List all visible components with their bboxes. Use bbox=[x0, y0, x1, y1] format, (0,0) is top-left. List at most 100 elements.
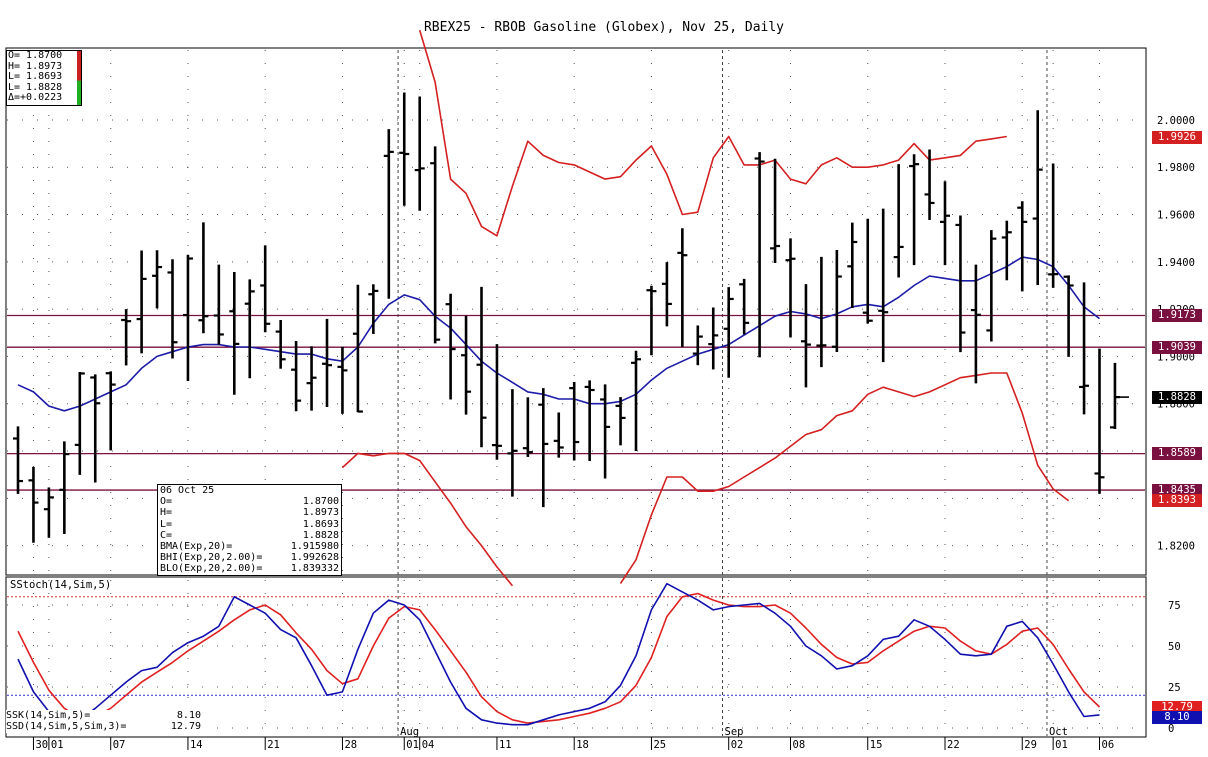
ohlc-bar bbox=[476, 286, 487, 448]
price-tick-label: 1.9600 bbox=[1157, 210, 1195, 222]
value-tag: 1.8435 bbox=[1152, 483, 1202, 497]
date-tick-label: 25 bbox=[653, 739, 666, 751]
ohlc-bar bbox=[105, 371, 116, 451]
reference-lines bbox=[7, 314, 1145, 491]
ssd-line bbox=[17, 592, 1101, 724]
ssd-readout: SSD(14,Sim,5,Sim,3)= 12.79 bbox=[6, 721, 201, 732]
date-tick-label: 04 bbox=[422, 739, 435, 751]
price-tick-label: 2.0000 bbox=[1157, 115, 1195, 127]
ohlc-bar bbox=[754, 152, 765, 358]
ohlc-bar bbox=[538, 388, 549, 508]
date-tick-label: 21 bbox=[267, 739, 280, 751]
value-tag: 1.8589 bbox=[1152, 447, 1202, 461]
ohlc-bar bbox=[770, 158, 781, 264]
ohlc-bar bbox=[291, 341, 302, 412]
ohlc-bar bbox=[136, 250, 147, 354]
ohlc-bar bbox=[182, 254, 193, 382]
ohlc-bar bbox=[260, 245, 271, 333]
date-tick-label: 11 bbox=[499, 739, 512, 751]
ohlc-bar bbox=[986, 230, 997, 342]
ohlc-bar bbox=[631, 350, 641, 452]
ohlc-bar bbox=[677, 228, 688, 347]
date-tick-label: 29 bbox=[1024, 739, 1037, 751]
value-tag: 1.9926 bbox=[1152, 130, 1202, 144]
ohlc-bar bbox=[28, 466, 39, 543]
ohlc-bar bbox=[893, 164, 904, 278]
ohlc-bar bbox=[59, 441, 70, 535]
ohlc-bar bbox=[831, 250, 842, 352]
lower-band-line bbox=[341, 452, 514, 587]
stoch-tick-label: 25 bbox=[1168, 682, 1181, 694]
ohlc-bar bbox=[399, 92, 410, 206]
chart-title: RBEX25 - RBOB Gasoline (Globex), Nov 25,… bbox=[424, 20, 784, 35]
price-tick-label: 1.9000 bbox=[1157, 351, 1195, 363]
ohlc-bar bbox=[507, 389, 518, 497]
ohlc-bar bbox=[90, 374, 101, 483]
stoch-tick-label: 0 bbox=[1168, 723, 1174, 735]
ohlc-bar bbox=[1048, 163, 1059, 288]
ohlc-bar bbox=[862, 218, 873, 324]
ohlc-bar bbox=[1001, 220, 1012, 281]
ohlc-bar bbox=[847, 222, 858, 308]
ohlc-bar bbox=[909, 154, 920, 266]
ohlc-bar bbox=[445, 293, 456, 400]
date-tick-label: 08 bbox=[793, 739, 806, 751]
ohlc-bar bbox=[1063, 275, 1074, 357]
date-tick-label: 07 bbox=[113, 739, 126, 751]
ssk-readout: SSK(14,Sim,5)= 8.10 bbox=[6, 710, 201, 721]
ohlc-bar bbox=[646, 285, 657, 356]
ohlc-bar bbox=[955, 215, 966, 353]
ohlc-bar bbox=[692, 325, 703, 366]
ohlc-high: H= 1.8973 bbox=[8, 60, 63, 72]
ohlc-bar bbox=[1079, 282, 1090, 415]
ohlc-bar bbox=[275, 320, 286, 369]
ohlc-bar bbox=[244, 279, 255, 379]
data-window-date: 06 Oct 25 bbox=[160, 485, 215, 496]
ohlc-bar bbox=[522, 397, 533, 457]
ohlc-bar bbox=[816, 256, 827, 368]
value-tag: 8.10 bbox=[1152, 710, 1202, 724]
price-panel-frame bbox=[5, 47, 1147, 576]
ohlc-bar bbox=[383, 129, 394, 299]
date-tick-label: 01 bbox=[51, 739, 64, 751]
date-tick-label: 01 bbox=[406, 739, 419, 751]
date-tick-label: 28 bbox=[344, 739, 357, 751]
ohlc-bar bbox=[708, 307, 719, 370]
ohlc-bar bbox=[924, 149, 935, 220]
month-label: Aug bbox=[400, 726, 419, 738]
ohlc-bar bbox=[723, 287, 734, 378]
ohlc-bar bbox=[1094, 348, 1105, 494]
ohlc-bar bbox=[121, 309, 132, 366]
ohlc-bar bbox=[352, 284, 363, 413]
ohlc-bar bbox=[322, 318, 332, 408]
ohlc-bar bbox=[213, 264, 224, 345]
ohlc-bar bbox=[414, 96, 425, 211]
ohlc-bar bbox=[43, 487, 54, 538]
ohlc-bar bbox=[600, 384, 611, 479]
ohlc-change: Δ=+0.0223 bbox=[8, 92, 63, 104]
stoch-tick-label: 75 bbox=[1168, 600, 1181, 612]
month-label: Sep bbox=[725, 726, 744, 738]
ohlc-bar bbox=[878, 208, 889, 363]
stochastic-panel: 0 25 50 75 bbox=[7, 582, 1181, 735]
data-window-row: O= 1.8700 bbox=[160, 496, 339, 508]
ohlc-bar bbox=[569, 381, 580, 461]
value-tag: 1.9039 bbox=[1152, 340, 1202, 354]
data-window-row: H= 1.8973 bbox=[160, 507, 339, 519]
value-tag: 1.8393 bbox=[1152, 493, 1202, 507]
ohlc-bar bbox=[198, 222, 209, 334]
ohlc-color-strip bbox=[77, 51, 81, 105]
stoch-title: SStoch(14,Sim,5) bbox=[10, 579, 111, 591]
data-window-row: BMA(Exp,20)= 1.915980 bbox=[160, 540, 339, 552]
date-tick-label: 15 bbox=[870, 739, 883, 751]
date-tick-label: 02 bbox=[731, 739, 744, 751]
ohlc-bar bbox=[74, 372, 85, 475]
month-label: Oct bbox=[1049, 726, 1068, 738]
ohlc-bar bbox=[940, 181, 950, 266]
bollinger-bands bbox=[17, 29, 1100, 587]
data-window-row: BHI(Exp,20,2.00)= 1.992628 bbox=[160, 552, 339, 564]
ohlc-bar bbox=[1109, 362, 1120, 430]
stoch-readout: SSK(14,Sim,5)= 8.10 SSD(14,Sim,5,Sim,3)= 1… bbox=[6, 710, 203, 733]
